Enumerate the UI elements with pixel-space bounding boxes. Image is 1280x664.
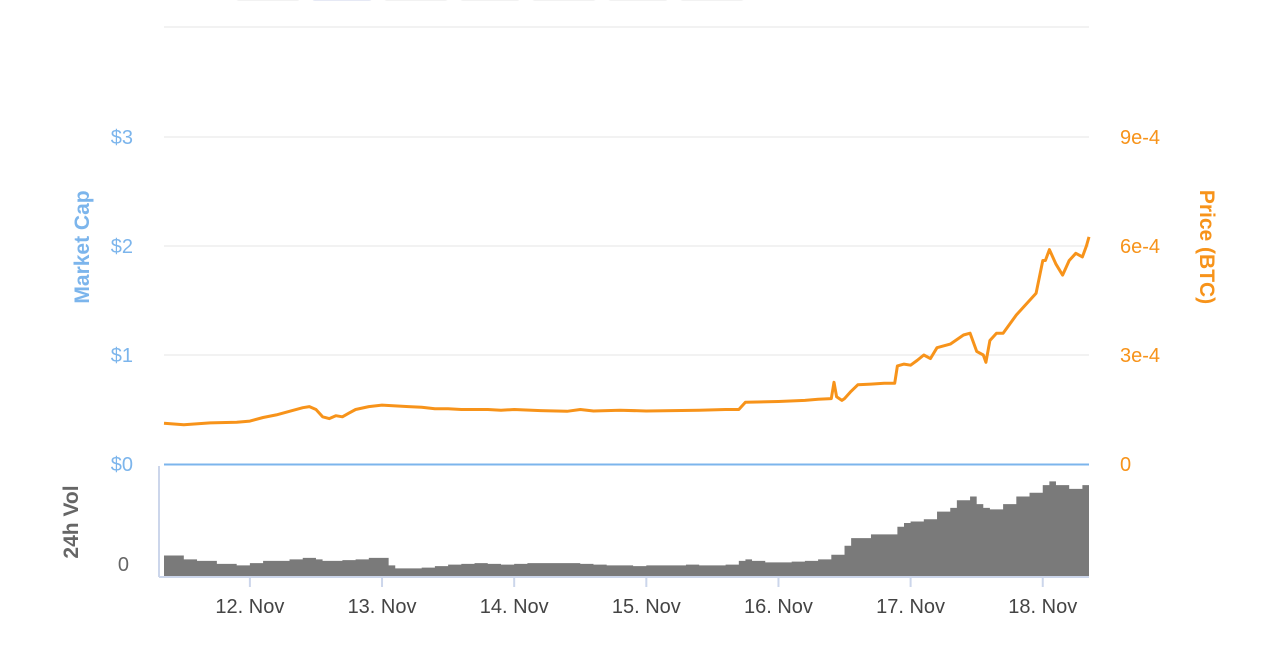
right-tick-label: 9e-4 — [1120, 127, 1160, 149]
price-series — [163, 236, 1091, 427]
right-axis-ticks: 0 3e-4 6e-4 9e-4 — [1120, 127, 1160, 476]
volume-axis-title: 24h Vol — [60, 485, 83, 558]
axes — [158, 463, 1089, 578]
x-tick-label: 13. Nov — [348, 596, 417, 618]
right-axis-title: Price (BTC) — [1195, 190, 1218, 304]
right-tick-label: 6e-4 — [1120, 236, 1160, 258]
right-tick-label: 3e-4 — [1120, 345, 1160, 367]
range-button[interactable] — [312, 0, 372, 1]
volume-axis-tick: 0 — [118, 554, 129, 576]
x-axis-ticks: 12. Nov 13. Nov 14. Nov 15. Nov 16. Nov 17. N… — [215, 577, 1077, 618]
right-tick-label: 0 — [1120, 454, 1131, 476]
x-tick-label: 12. Nov — [215, 596, 284, 618]
x-tick-label: 16. Nov — [744, 596, 813, 618]
left-tick-label: $3 — [111, 127, 133, 149]
left-tick-label: $0 — [111, 454, 133, 476]
volume-series — [164, 481, 1089, 576]
range-button[interactable] — [236, 0, 300, 1]
range-button[interactable] — [680, 0, 744, 1]
x-tick-label: 17. Nov — [876, 596, 945, 618]
range-button[interactable] — [460, 0, 520, 1]
volume-area — [164, 481, 1089, 576]
left-axis-ticks: $0 $1 $2 $3 — [111, 127, 133, 476]
x-tick-label: 14. Nov — [480, 596, 549, 618]
x-tick-label: 15. Nov — [612, 596, 681, 618]
range-selector[interactable] — [236, 0, 744, 1]
left-tick-label: $1 — [111, 345, 133, 367]
range-button[interactable] — [608, 0, 668, 1]
range-button[interactable] — [532, 0, 596, 1]
left-axis-title: Market Cap — [71, 190, 94, 303]
range-button[interactable] — [384, 0, 448, 1]
left-tick-label: $2 — [111, 236, 133, 258]
price-line — [163, 236, 1091, 427]
x-tick-label: 18. Nov — [1008, 596, 1077, 618]
gridlines — [164, 26, 1089, 356]
